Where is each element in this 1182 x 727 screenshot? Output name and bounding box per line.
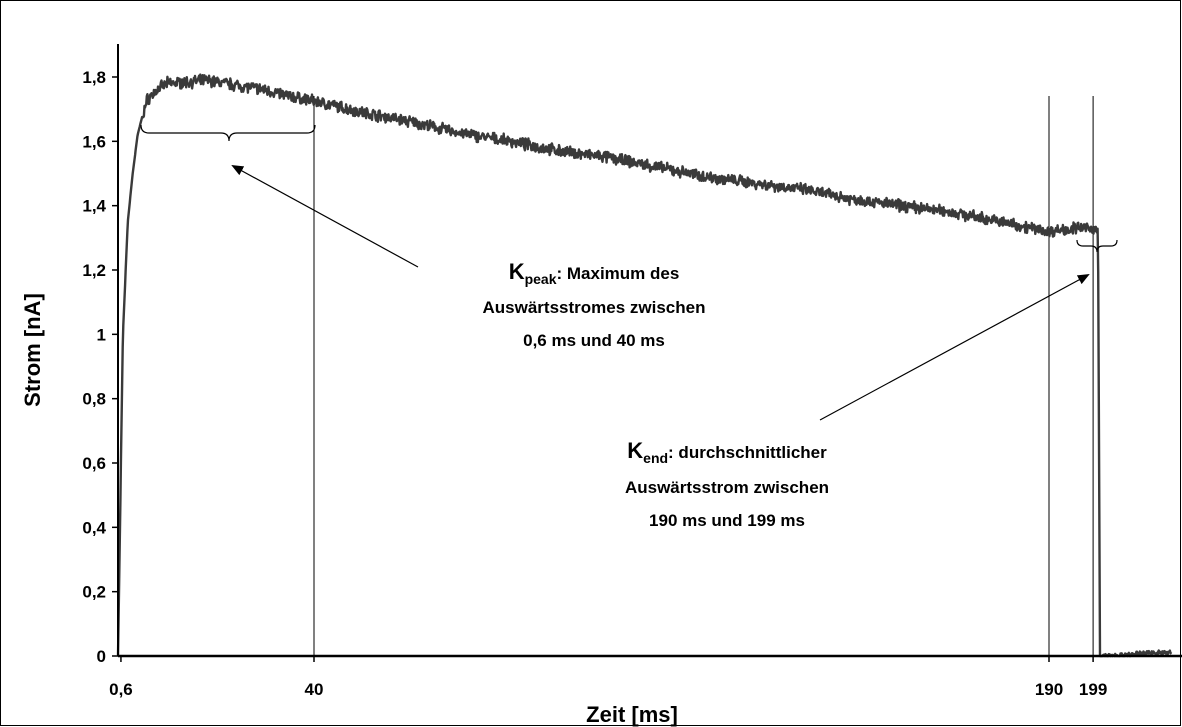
- kend-subscript: end: [643, 450, 668, 466]
- x-tick-label: 199: [1079, 680, 1107, 699]
- y-tick-label: 0,8: [82, 390, 106, 409]
- x-axis-title: Zeit [ms]: [586, 702, 678, 727]
- brace-kend: [1076, 239, 1118, 253]
- x-axis-ticks: 0,6 40 190 199: [109, 656, 1107, 699]
- brace-kpeak: [140, 124, 316, 142]
- kpeak-symbol: K: [509, 259, 525, 284]
- y-tick-label: 0,6: [82, 454, 106, 473]
- x-tick-label: 190: [1035, 680, 1063, 699]
- arrow-kend: [819, 274, 1090, 421]
- y-tick-label: 0: [97, 647, 106, 666]
- kpeak-line-2: 0,6 ms und 40 ms: [523, 331, 665, 350]
- y-tick-label: 1,6: [82, 132, 106, 151]
- y-tick-label: 1,8: [82, 68, 106, 87]
- annotation-kpeak: Kpeak: Maximum des Auswärtsstromes zwisc…: [483, 259, 706, 350]
- svg-text:Kend: durchschnittlicher: Kend: durchschnittlicher: [627, 438, 827, 466]
- kpeak-subscript: peak: [525, 271, 557, 287]
- y-axis-ticks: 0 0,2 0,4 0,6 0,8 1 1,2 1,4 1,6 1,8: [82, 68, 118, 666]
- kend-heading: : durchschnittlicher: [668, 443, 827, 462]
- annotation-kend: Kend: durchschnittlicher Auswärtsstrom z…: [625, 438, 829, 530]
- y-tick-label: 1,4: [82, 197, 106, 216]
- y-tick-label: 1: [97, 325, 106, 344]
- series-line-current: [116, 73, 1173, 658]
- kend-symbol: K: [627, 438, 643, 463]
- y-tick-label: 1,2: [82, 261, 106, 280]
- arrow-kpeak: [231, 165, 419, 268]
- y-axis-title: Strom [nA]: [20, 293, 45, 407]
- kpeak-heading: : Maximum des: [557, 264, 680, 283]
- kend-line-1: Auswärtsstrom zwischen: [625, 478, 829, 497]
- x-tick-label: 40: [305, 680, 324, 699]
- kend-line-2: 190 ms und 199 ms: [649, 511, 805, 530]
- svg-text:Kpeak: Maximum des: Kpeak: Maximum des: [509, 259, 680, 287]
- range-marker-lines: [313, 96, 1094, 656]
- x-tick-label: 0,6: [109, 680, 133, 699]
- y-tick-label: 0,2: [82, 583, 106, 602]
- y-tick-label: 0,4: [82, 518, 106, 537]
- kpeak-line-1: Auswärtsstromes zwischen: [483, 298, 706, 317]
